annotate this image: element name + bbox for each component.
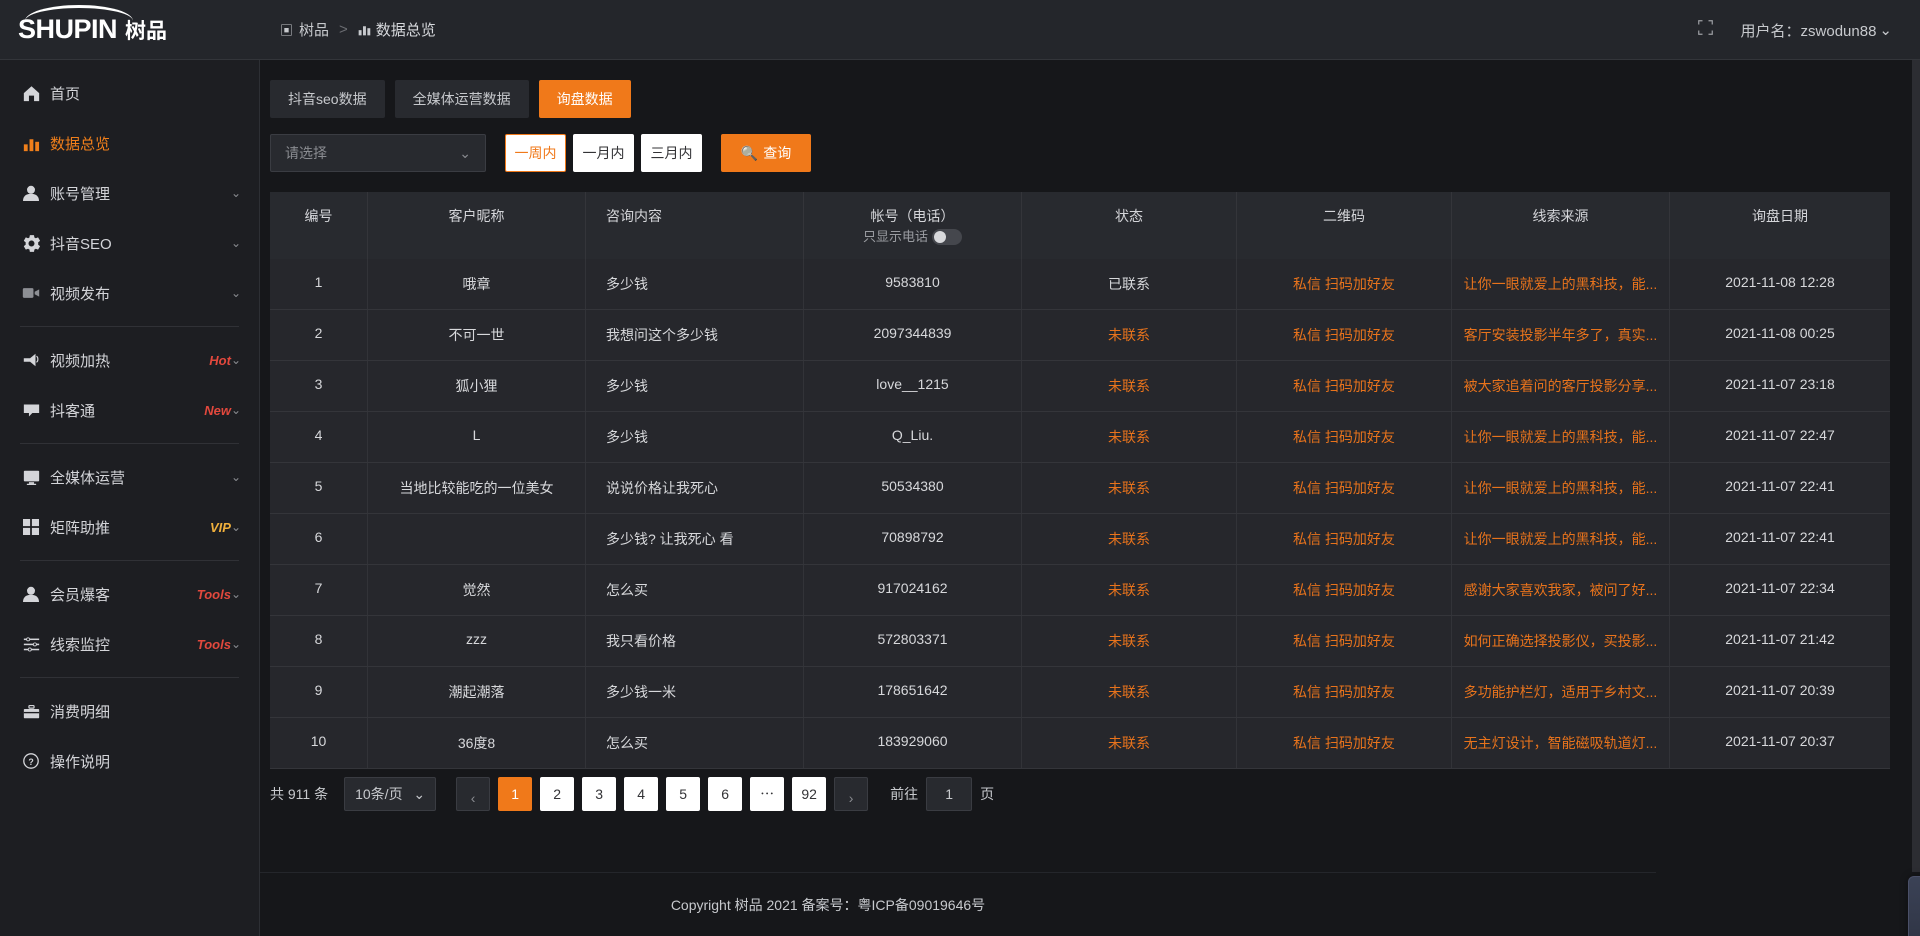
svg-text:?: ?: [28, 757, 33, 767]
